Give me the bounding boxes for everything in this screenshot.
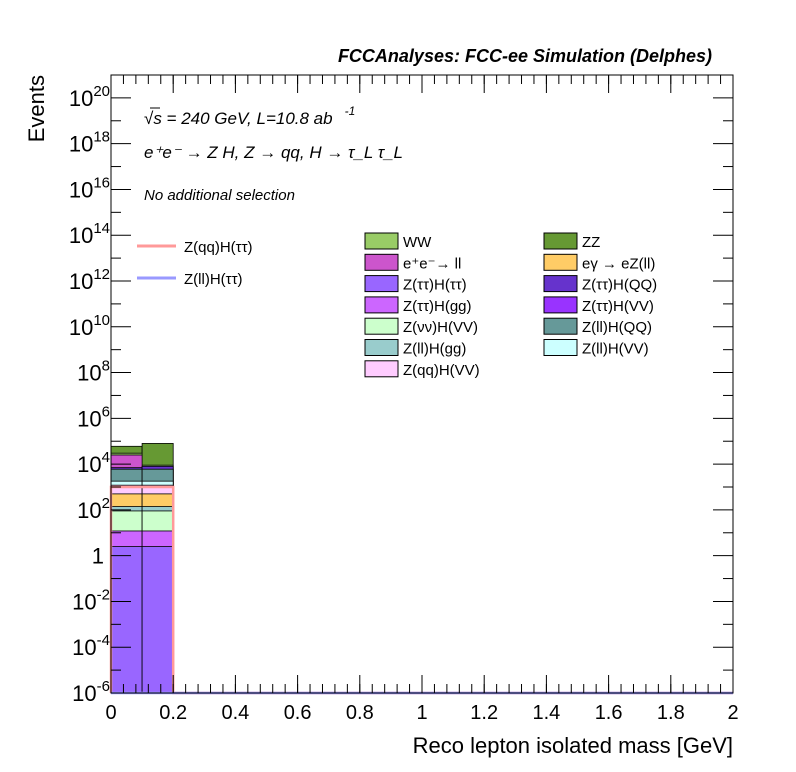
x-tick-label-5: 1	[416, 702, 427, 724]
y-tick-label-13: 1020	[69, 83, 110, 111]
legend-col1-label-2: Z(ττ)H(ττ)	[403, 277, 467, 294]
x-tick-label-8: 1.6	[595, 702, 623, 724]
legend-col1-swatch-3	[364, 296, 399, 314]
y-tick-label-2: 10-2	[72, 586, 110, 614]
bar-11-0	[110, 546, 143, 694]
legend-col1-swatch-6	[364, 360, 399, 378]
x-tick-label-9: 1.8	[657, 702, 685, 724]
legend-col1-swatch-2	[364, 275, 399, 293]
legend-col1-swatch-4	[364, 317, 399, 335]
x-tick-label-2: 0.4	[221, 702, 249, 724]
x-tick-label-0: 0	[105, 702, 116, 724]
legend-col2-swatch-5	[543, 339, 578, 356]
legend-col1-swatch-1	[364, 253, 399, 271]
y-axis-label: Events	[24, 75, 49, 142]
process-annotation: e⁺e⁻ → Z H, Z → qq, H → τ_L τ_L	[144, 143, 403, 162]
legend-col2-swatch-2	[543, 275, 578, 293]
y-tick-label-3: 1	[92, 544, 104, 569]
legend-col2-swatch-0	[543, 232, 578, 250]
legend-col2-swatch-3	[543, 296, 578, 314]
y-axis-ticks: 10-6 10-4 10-2 1 102 104 106 108 1010 1012 1014 101…	[69, 83, 733, 706]
y-tick-label-8: 1010	[69, 312, 110, 340]
energy-annotation: √s = 240 GeV, L=10.8 ab -1	[144, 104, 355, 128]
legend-col1-label-4: Z(νν)H(VV)	[403, 319, 478, 336]
y-tick-label-4: 102	[77, 495, 110, 523]
legend-col2-swatch-4	[543, 317, 578, 335]
x-axis-label: Reco lepton isolated mass [GeV]	[413, 733, 733, 758]
y-tick-label-11: 1016	[69, 174, 110, 202]
legend-col1-label-1: e⁺e⁻→ ll	[403, 255, 461, 272]
x-tick-label-4: 0.8	[346, 702, 374, 724]
legend-col2-label-1: eγ → eZ(ll)	[582, 255, 655, 272]
y-tick-label-0: 10-6	[72, 678, 110, 706]
x-tick-label-7: 1.4	[532, 702, 560, 724]
legend-line-label-0: Z(qq)H(ττ)	[184, 239, 253, 256]
legend-col1-label-6: Z(qq)H(VV)	[403, 362, 480, 379]
bar-11-1	[141, 546, 174, 694]
stacked-bars	[110, 443, 174, 694]
legend: Z(qq)H(ττ) Z(ll)H(ττ) WW e⁺e⁻→ ll Z(ττ)H(ττ)…	[137, 232, 657, 379]
y-tick-label-6: 106	[77, 403, 110, 431]
legend-col2-swatch-1	[543, 253, 578, 271]
legend-col2-label-3: Z(ττ)H(VV)	[582, 298, 654, 315]
chart-header: FCCAnalyses: FCC-ee Simulation (Delphes)	[338, 46, 712, 66]
legend-col2-label-4: Z(ll)H(QQ)	[582, 319, 652, 336]
y-tick-label-10: 1014	[69, 220, 110, 248]
x-tick-label-10: 2	[727, 702, 738, 724]
legend-col2-label-5: Z(ll)H(VV)	[582, 341, 649, 358]
legend-col1-swatch-5	[364, 339, 399, 356]
legend-col2-label-0: ZZ	[582, 234, 600, 251]
y-tick-label-1: 10-4	[72, 632, 110, 660]
y-tick-label-5: 104	[77, 449, 110, 477]
legend-col1-label-3: Z(ττ)H(gg)	[403, 298, 472, 315]
legend-col1-label-0: WW	[403, 234, 432, 251]
y-tick-label-7: 108	[77, 358, 110, 386]
legend-line-label-1: Z(ll)H(ττ)	[184, 271, 243, 288]
selection-annotation: No additional selection	[144, 187, 295, 204]
x-tick-label-6: 1.2	[470, 702, 498, 724]
y-tick-label-12: 1018	[69, 129, 110, 157]
x-axis-ticks: 0 0.2 0.4 0.6 0.8 1 1.2 1.4 1.6 1.8 2	[105, 75, 739, 724]
legend-col2-label-2: Z(ττ)H(QQ)	[582, 277, 657, 294]
x-tick-label-3: 0.6	[284, 702, 312, 724]
legend-col1-swatch-0	[364, 232, 399, 250]
legend-col1-label-5: Z(ll)H(gg)	[403, 341, 466, 358]
x-tick-label-1: 0.2	[159, 702, 187, 724]
y-tick-label-9: 1012	[69, 266, 110, 294]
